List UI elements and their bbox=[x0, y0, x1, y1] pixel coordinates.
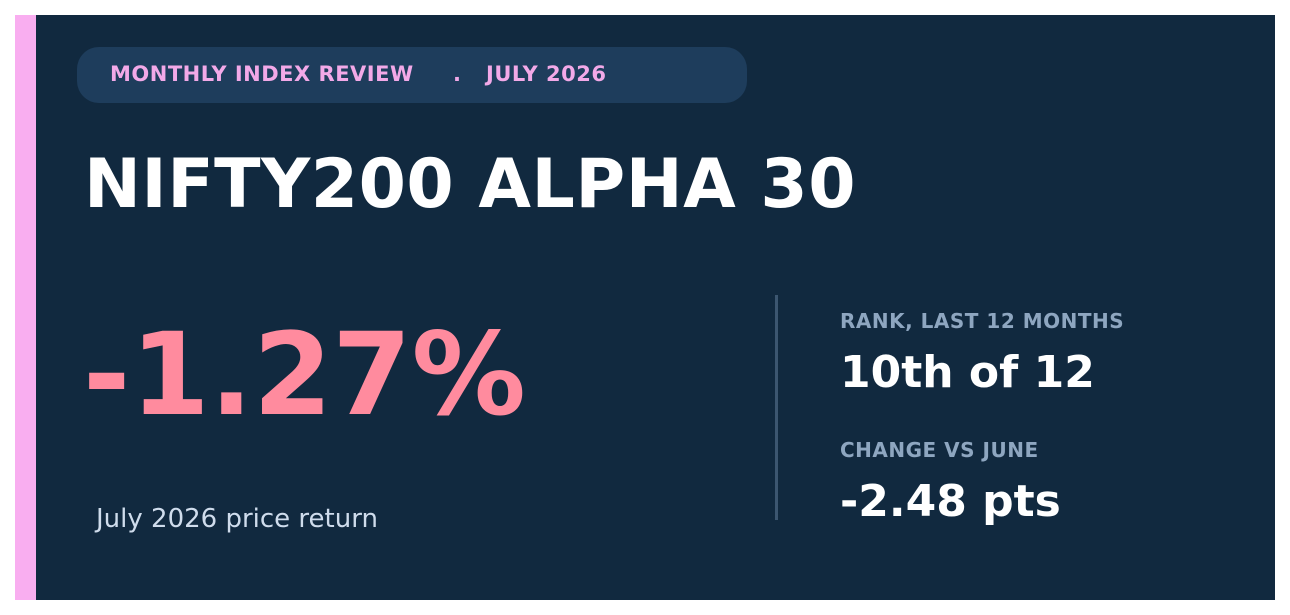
rank-label: RANK, LAST 12 MONTHS bbox=[840, 309, 1125, 333]
accent-bar bbox=[15, 15, 36, 600]
header-separator: . bbox=[453, 62, 462, 86]
change-value: -2.48 pts bbox=[840, 476, 1061, 527]
index-review-card: MONTHLY INDEX REVIEW . JULY 2026 NIFTY20… bbox=[15, 15, 1275, 600]
price-return-value: -1.27% bbox=[83, 308, 526, 441]
change-label: CHANGE VS JUNE bbox=[840, 438, 1039, 462]
rank-value: 10th of 12 bbox=[840, 347, 1095, 398]
review-label: MONTHLY INDEX REVIEW bbox=[110, 62, 414, 86]
price-return-caption: July 2026 price return bbox=[96, 504, 378, 534]
index-title: NIFTY200 ALPHA 30 bbox=[84, 145, 857, 224]
header-pill bbox=[77, 47, 747, 103]
vertical-divider bbox=[775, 295, 778, 520]
review-period: JULY 2026 bbox=[486, 62, 607, 86]
